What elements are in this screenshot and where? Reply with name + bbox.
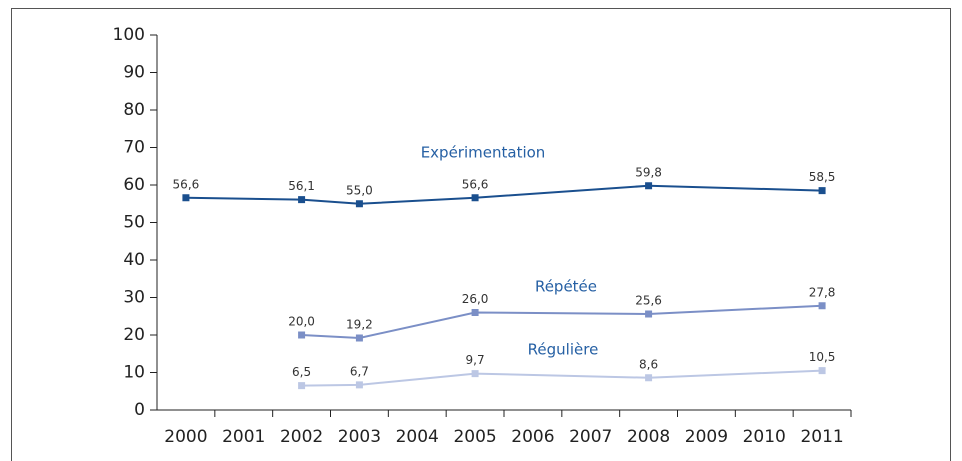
- y-tick-label: 60: [123, 175, 145, 195]
- marker: [355, 381, 363, 389]
- value-label: 6,7: [350, 364, 369, 378]
- value-label: 56,1: [288, 179, 315, 193]
- value-label: 58,5: [809, 170, 836, 184]
- line: [301, 369, 823, 387]
- value-label: 59,8: [635, 165, 662, 179]
- y-tick-label: 40: [123, 250, 145, 270]
- marker: [645, 310, 653, 318]
- marker: [355, 200, 363, 208]
- value-label: 9,7: [466, 353, 485, 367]
- marker: [298, 382, 306, 390]
- x-tick-label: 2000: [164, 427, 207, 447]
- x-tick-label: 2011: [800, 427, 843, 447]
- marker: [182, 194, 190, 202]
- marker: [298, 331, 306, 339]
- marker: [355, 334, 363, 342]
- y-tick-label: 0: [134, 400, 145, 420]
- marker: [471, 309, 479, 316]
- value-label: 55,0: [346, 183, 373, 197]
- x-tick-label: 2009: [685, 427, 728, 447]
- marker: [645, 374, 653, 382]
- value-label: 56,6: [173, 177, 200, 191]
- marker: [471, 194, 479, 202]
- x-tick-label: 2004: [396, 427, 439, 447]
- value-label: 56,6: [462, 177, 489, 191]
- marker: [645, 182, 653, 190]
- marker: [471, 370, 479, 378]
- value-label: 26,0: [462, 292, 489, 306]
- marker: [818, 302, 826, 310]
- x-tick-label: 2001: [222, 427, 265, 447]
- value-label: 27,8: [809, 285, 836, 299]
- y-tick-label: 80: [123, 100, 145, 120]
- x-tick-label: 2008: [627, 427, 670, 447]
- y-tick-label: 70: [123, 138, 145, 158]
- marker: [298, 196, 306, 204]
- value-label: 25,6: [635, 294, 662, 308]
- x-tick-label: 2003: [338, 427, 381, 447]
- line: [301, 304, 823, 340]
- x-tick-label: 2006: [511, 427, 554, 447]
- y-tick-label: 90: [123, 63, 145, 83]
- marker: [818, 187, 826, 195]
- y-tick-label: 30: [123, 288, 145, 308]
- y-tick-label: 20: [123, 325, 145, 345]
- series-label: Répétée: [535, 278, 597, 296]
- value-label: 6,5: [292, 365, 311, 379]
- x-tick-label: 2002: [280, 427, 323, 447]
- series-label: Régulière: [528, 341, 599, 359]
- x-tick-label: 2010: [743, 427, 786, 447]
- value-label: 20,0: [288, 315, 315, 329]
- x-tick-label: 2007: [569, 427, 612, 447]
- y-tick-label: 100: [113, 25, 145, 45]
- value-label: 19,2: [346, 318, 373, 332]
- marker: [818, 367, 826, 375]
- y-tick-label: 10: [123, 363, 145, 383]
- x-tick-label: 2005: [453, 427, 496, 447]
- value-label: 10,5: [809, 350, 836, 364]
- line: [185, 184, 823, 205]
- chart-frame: [11, 8, 951, 461]
- y-tick-label: 50: [123, 213, 145, 233]
- value-label: 8,6: [639, 357, 658, 371]
- series-label: Expérimentation: [421, 144, 546, 162]
